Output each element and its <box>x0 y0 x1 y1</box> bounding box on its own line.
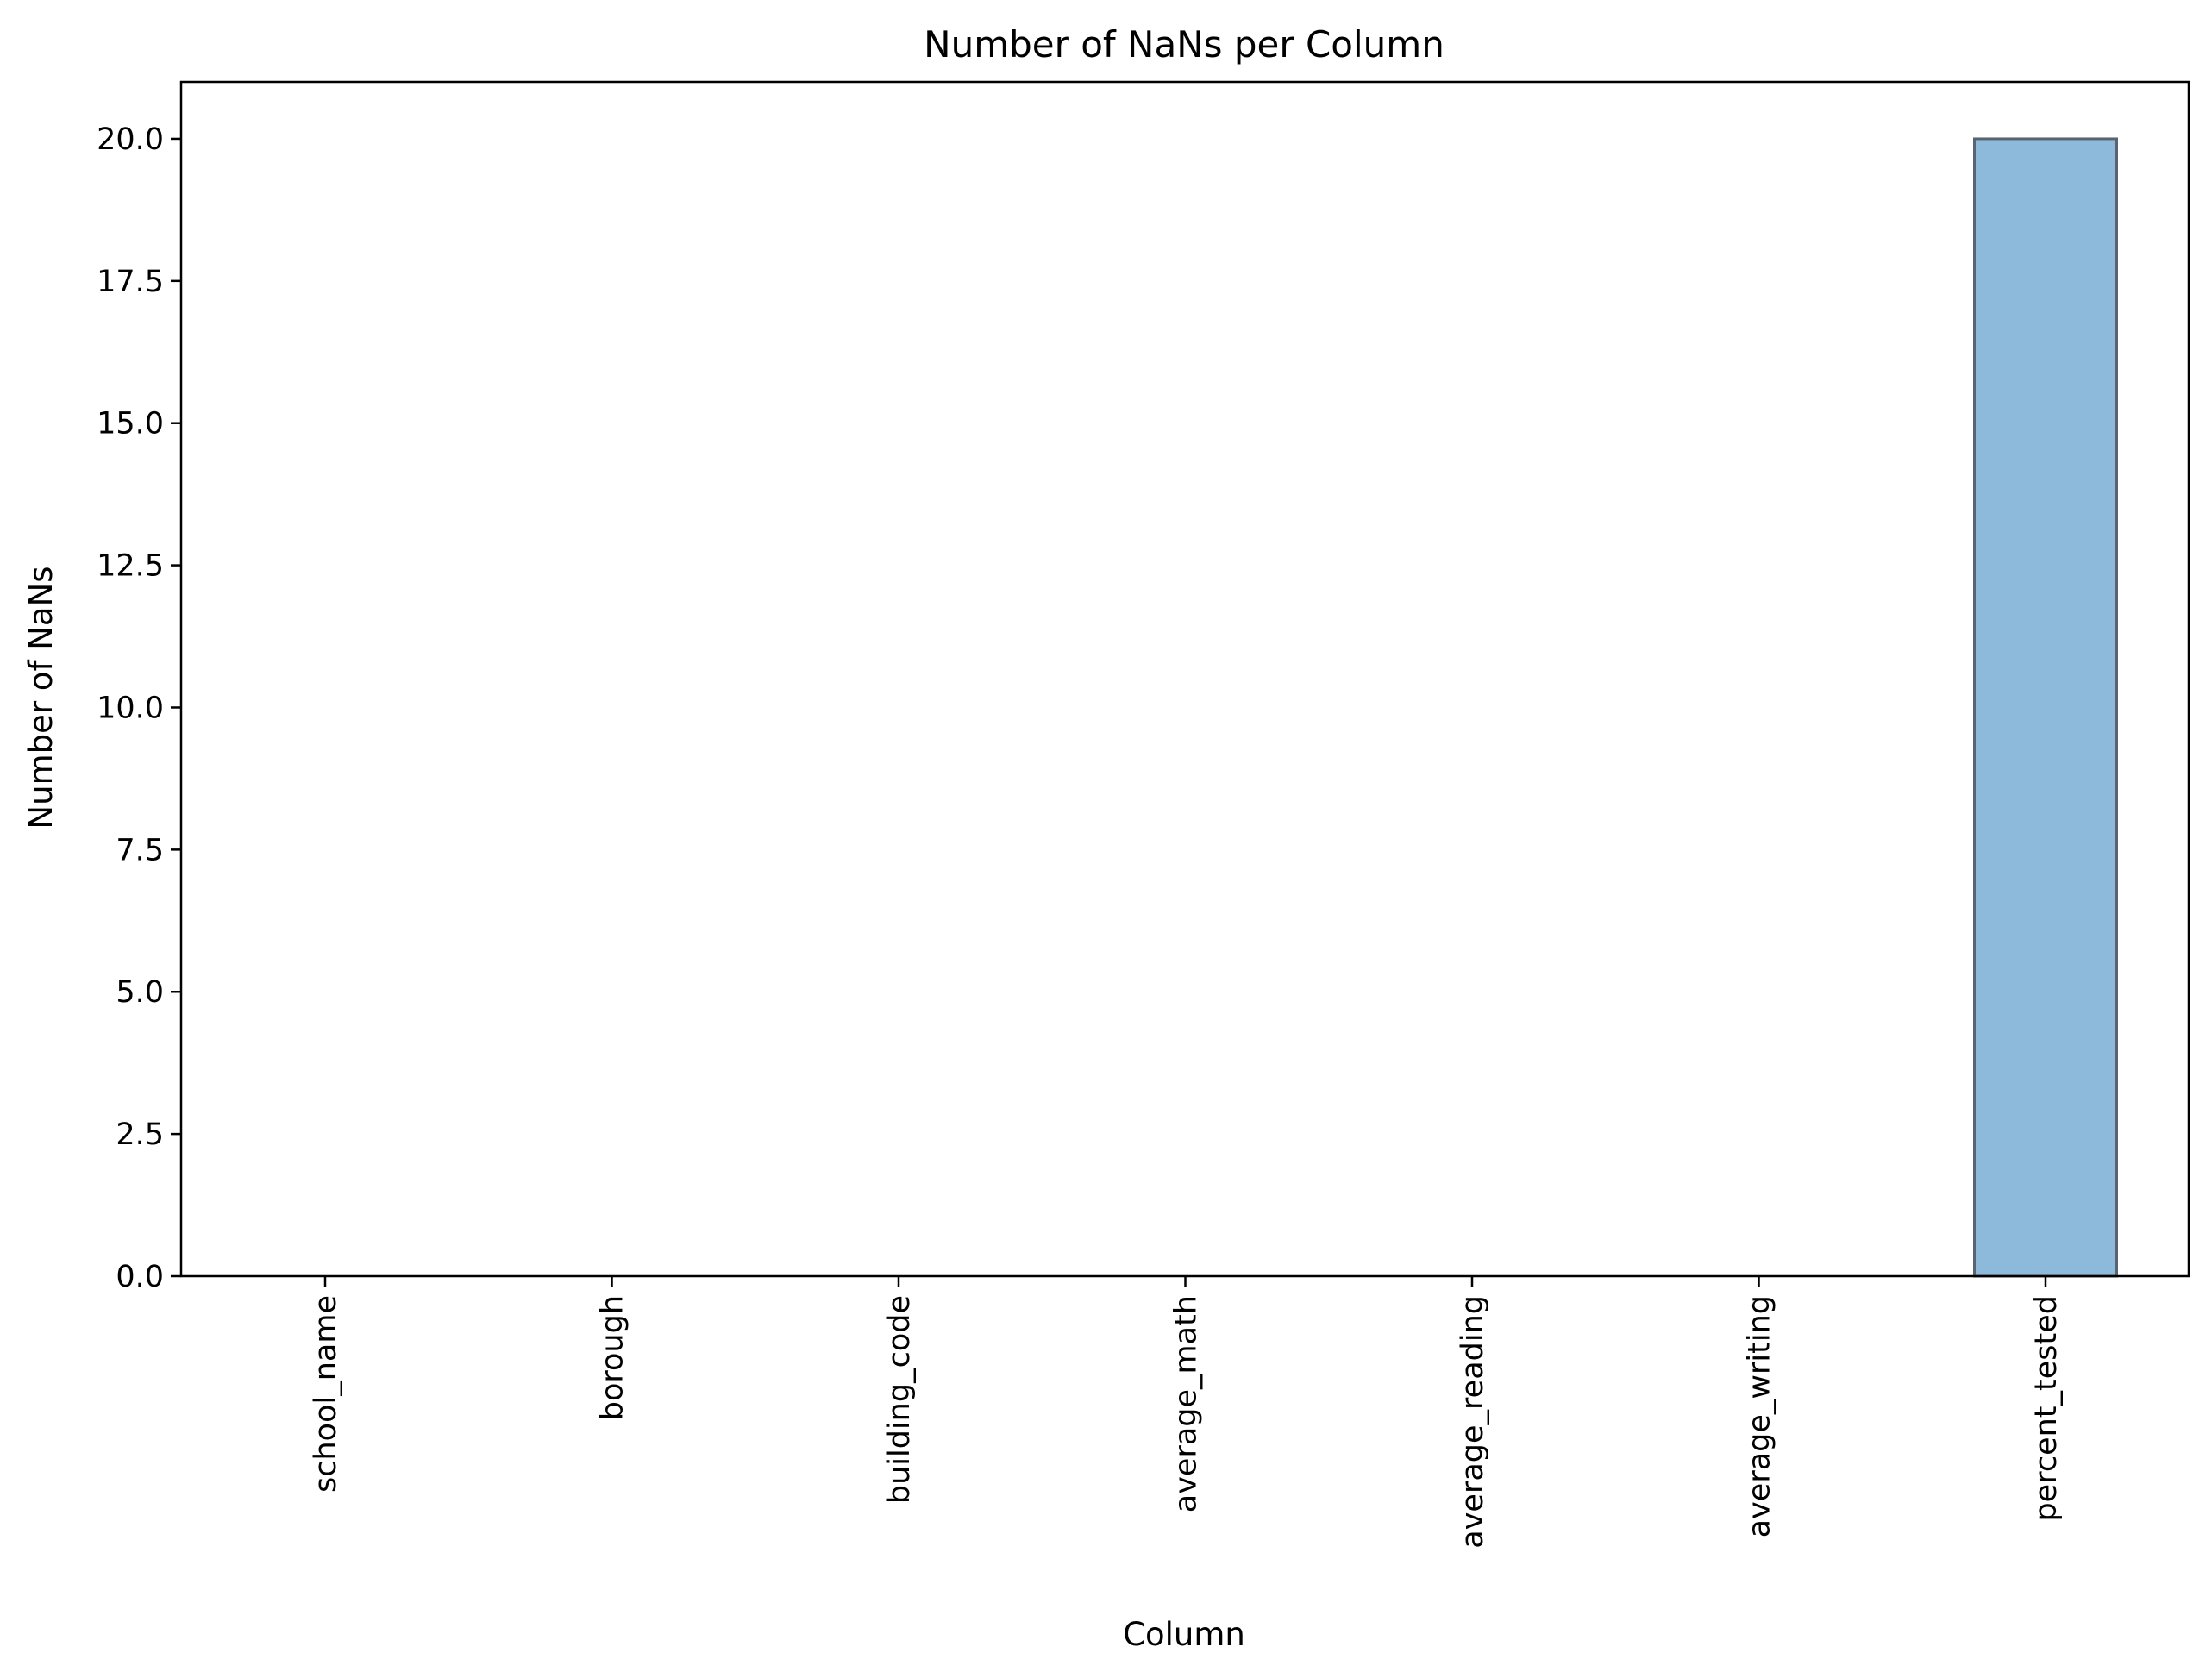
x-tick-label: average_math <box>1169 1295 1204 1512</box>
x-tick-label: building_code <box>882 1295 917 1504</box>
plot-area <box>254 137 2118 1278</box>
x-tick-label: average_writing <box>1743 1295 1777 1537</box>
y-tick-label: 17.5 <box>97 265 164 299</box>
chart-title: Number of NaNs per Column <box>924 23 1444 66</box>
bar-percent_tested <box>1973 137 2118 1278</box>
x-axis-title: Column <box>1123 1616 1245 1653</box>
x-tick-label: borough <box>596 1295 630 1420</box>
x-tick-label: school_name <box>309 1295 343 1493</box>
y-tick-label: 5.0 <box>116 975 164 1010</box>
y-axis-title: Number of NaNs <box>22 566 60 829</box>
y-axis: 0.0 2.5 5.0 7.5 10.0 12.5 15.0 17.5 20.0 <box>97 122 181 1294</box>
y-tick-label: 7.5 <box>116 833 164 867</box>
y-tick-label: 2.5 <box>116 1118 164 1152</box>
plot-frame <box>179 80 2190 1278</box>
y-tick-label: 10.0 <box>97 691 164 725</box>
y-tick-label: 20.0 <box>97 122 164 157</box>
y-tick-label: 15.0 <box>97 407 164 441</box>
x-tick-label: average_reading <box>1456 1295 1490 1549</box>
y-tick-label: 0.0 <box>116 1260 164 1294</box>
x-tick-label: percent_tested <box>2029 1295 2064 1522</box>
x-axis: school_name borough building_code average_m… <box>309 1276 2064 1549</box>
y-tick-label: 12.5 <box>97 549 164 584</box>
